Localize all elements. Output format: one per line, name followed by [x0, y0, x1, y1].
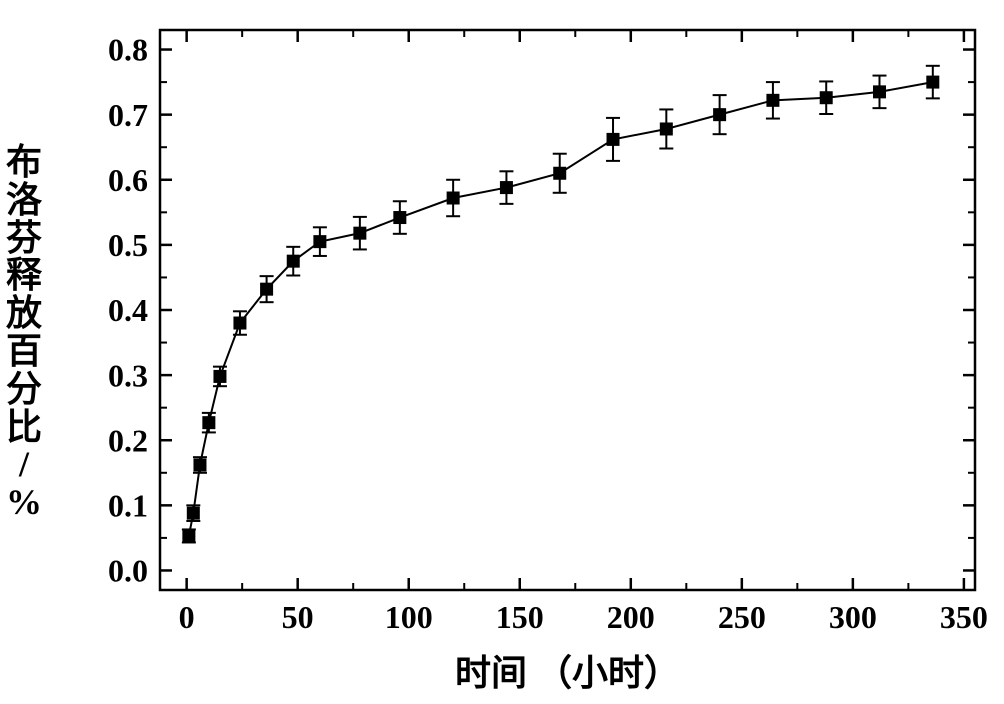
x-tick-label: 300	[829, 599, 877, 635]
y-tick-label: 0.7	[108, 97, 148, 133]
data-point	[874, 86, 886, 98]
y-tick-label: 0.6	[108, 162, 148, 198]
y-axis-label: 布洛芬释放百分比/%	[4, 144, 44, 522]
data-point	[287, 255, 299, 267]
y-tick-label: 0.4	[108, 292, 148, 328]
data-point	[394, 212, 406, 224]
series-line	[189, 82, 933, 536]
data-point	[214, 370, 226, 382]
x-tick-label: 0	[179, 599, 195, 635]
x-tick-label: 200	[607, 599, 655, 635]
data-point	[183, 530, 195, 542]
data-point	[261, 283, 273, 295]
release-chart: 0 50 100 150 200 250 300 350 0.0 0.1 0.2 0.3 0.4 0.5 0…	[0, 0, 1004, 704]
y-tick-label: 0.5	[108, 227, 148, 263]
y-tick-label: 0.2	[108, 422, 148, 458]
y-tick-label: 0.3	[108, 357, 148, 393]
data-point	[187, 507, 199, 519]
data-point	[234, 317, 246, 329]
y-tick-label: 0.8	[108, 32, 148, 68]
data-point	[203, 417, 215, 429]
data-point	[767, 94, 779, 106]
data-point	[607, 133, 619, 145]
data-point	[820, 92, 832, 104]
data-point	[927, 76, 939, 88]
data-point	[500, 182, 512, 194]
x-tick-label: 350	[940, 599, 988, 635]
data-point	[354, 227, 366, 239]
x-axis-label: 时间 （小时）	[160, 644, 975, 696]
data-point	[194, 459, 206, 471]
chart-svg: 0 50 100 150 200 250 300 350 0.0 0.1 0.2 0.3 0.4 0.5 0…	[0, 0, 1004, 704]
data-point	[314, 236, 326, 248]
x-tick-label: 100	[385, 599, 433, 635]
x-tick-label: 150	[496, 599, 544, 635]
data-point	[714, 109, 726, 121]
data-point	[554, 167, 566, 179]
y-tick-label: 0.1	[108, 488, 148, 524]
x-tick-label: 250	[718, 599, 766, 635]
y-tick-label: 0.0	[108, 553, 148, 589]
data-point	[660, 123, 672, 135]
data-point	[447, 192, 459, 204]
x-tick-label: 50	[282, 599, 314, 635]
